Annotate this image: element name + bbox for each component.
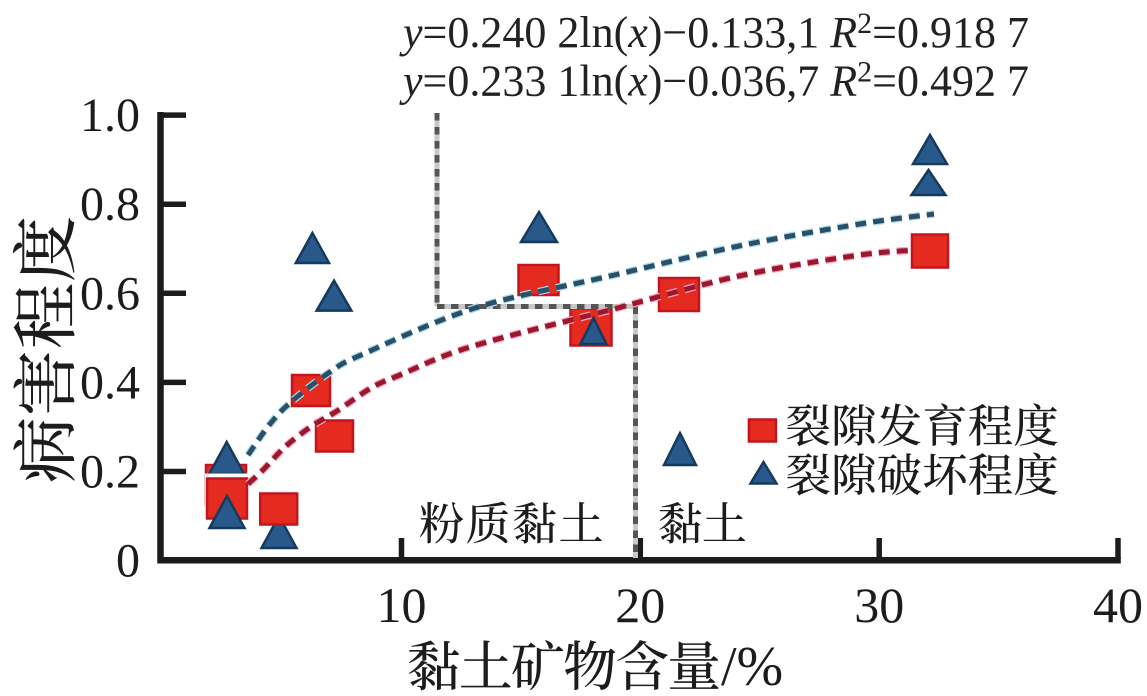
svg-text:y=0.233 1ln(x)−0.036,7 R2=0.49: y=0.233 1ln(x)−0.036,7 R2=0.492 7 xyxy=(399,56,1029,106)
svg-text:0.4: 0.4 xyxy=(80,356,140,409)
svg-text:10: 10 xyxy=(377,577,427,633)
svg-text:0.8: 0.8 xyxy=(80,178,140,231)
svg-text:20: 20 xyxy=(615,577,665,633)
svg-text:y=0.240 2ln(x)−0.133,1 R2=0.91: y=0.240 2ln(x)−0.133,1 R2=0.918 7 xyxy=(399,7,1029,57)
svg-text:1.0: 1.0 xyxy=(80,89,140,142)
svg-text:40: 40 xyxy=(1093,577,1143,633)
svg-text:0: 0 xyxy=(116,534,140,587)
svg-text:0.6: 0.6 xyxy=(80,267,140,320)
svg-text:/%: /% xyxy=(721,636,783,696)
svg-text:30: 30 xyxy=(854,577,904,633)
svg-text:0.2: 0.2 xyxy=(80,446,140,499)
